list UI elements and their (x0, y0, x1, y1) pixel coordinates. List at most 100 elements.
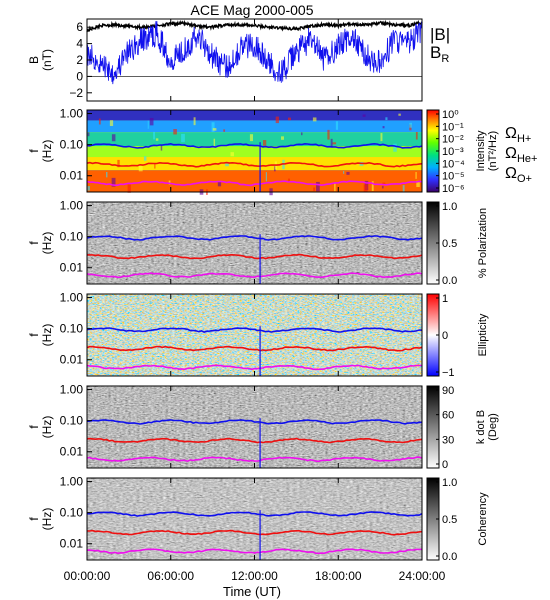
spectrum-speckle (87, 132, 90, 137)
colorbar-tick-label: 90 (442, 385, 454, 397)
spectrum-speckle (138, 164, 143, 172)
spectrum-speckle (371, 181, 374, 191)
spectrum-speckle (105, 172, 108, 178)
gyro-line-O+-panel-5 (86, 456, 423, 463)
spectrum-band-3 (87, 132, 422, 147)
y-tick-label: 1.00 (60, 107, 84, 121)
y-tick-label: 0.01 (60, 537, 84, 551)
colorbar-label-3: % Polarization (477, 208, 489, 278)
x-tick-label: 00:00:00 (64, 569, 111, 583)
y-tick-label: 1.00 (60, 475, 84, 489)
panel-frame-1 (86, 18, 423, 102)
spectrum-speckle (217, 181, 222, 187)
spectrum-speckle (402, 185, 405, 192)
panel-3: 1.00 0.10 0.01 f(Hz) 1.0 0.5 0.0 % Polarization (27, 199, 489, 287)
x-axis-label: Time (UT) (223, 584, 281, 599)
legend-br: BR (430, 43, 449, 65)
colorbar-label-2: Intensity(nT²/Hz) (475, 130, 499, 171)
y-tick-label: 0.10 (60, 414, 84, 428)
x-tick-label: 12:00:00 (231, 569, 278, 583)
noise-texture-6 (87, 478, 422, 560)
spectrum-speckle (147, 120, 149, 129)
gyro-line-He+-panel-5 (86, 437, 423, 444)
colorbar-tick-label: 10⁻⁵ (442, 171, 465, 183)
gyro-line-H+-panel-2 (86, 142, 423, 149)
y-tick-label: 1.00 (60, 291, 84, 305)
colorbar-tick-label: −1 (442, 367, 455, 379)
gyro-line-He+-panel-2 (86, 161, 423, 168)
spectrum-speckle (155, 138, 159, 141)
chart-title: ACE Mag 2000-005 (191, 2, 314, 18)
y-tick-label: 0.10 (60, 230, 84, 244)
spectrum-speckle (265, 172, 268, 182)
panel-1: 6 4 2 0 −2 B(nT) (27, 18, 423, 102)
y-axis-label-5: f(Hz) (27, 416, 54, 439)
panel-2: 1.00 0.10 0.01 f(Hz) 10⁰10⁻¹10⁻²10⁻³10⁻⁴10⁻⁵… (27, 107, 499, 196)
spectrum-speckle (288, 178, 291, 182)
colorbar-tick-label: 10⁻¹ (442, 121, 464, 133)
y-tick-label: 0.01 (60, 169, 84, 183)
spectrum-speckle (385, 117, 388, 121)
spectrum-speckle (415, 131, 418, 140)
y-axis-label-2: f(Hz) (27, 140, 54, 163)
y-tick-label: 0 (76, 69, 83, 83)
spectrum-speckle (332, 142, 337, 145)
series-line-br (86, 21, 423, 85)
colorbar-tick-label: 0.5 (442, 514, 457, 526)
colorbar-tick-label: 10⁻³ (442, 146, 464, 158)
spectrum-speckle (181, 133, 185, 143)
spectrum-speckle (98, 118, 101, 125)
spectrum-speckle (143, 156, 147, 161)
spectrum-speckle (127, 184, 131, 193)
spectrum-speckle (362, 114, 366, 117)
spectrum-speckle (154, 163, 156, 169)
y-tick-label: 6 (76, 20, 83, 34)
legend-omega-he: ΩHe+ (505, 145, 537, 165)
y-tick-label: 0.10 (60, 322, 84, 336)
y-axis-label-3: f(Hz) (27, 232, 54, 255)
spectrum-speckle (346, 171, 350, 175)
y-tick-label: 0.01 (60, 445, 84, 459)
colorbar-tick-label: 0.5 (442, 238, 457, 250)
legend-bmag: |B| (430, 25, 450, 44)
spectrum-speckle (409, 122, 412, 128)
spectrum-speckle (153, 131, 156, 140)
svg-text:BR: BR (430, 43, 449, 65)
colorbar-tick-label: 60 (442, 410, 454, 422)
spectrum-speckle (225, 163, 229, 167)
spectrum-speckle (149, 117, 154, 126)
panel-4: 1.00 0.10 0.01 f(Hz) 1 0 −1 Ellipticity (27, 291, 489, 379)
spectrum-speckle (343, 170, 345, 174)
spectrum-speckle (87, 186, 90, 191)
colorbar-tick-label: 10⁰ (442, 109, 459, 121)
noise-texture-3 (87, 202, 422, 284)
x-tick-label: 06:00:00 (147, 569, 194, 583)
spectrum-speckle (281, 136, 284, 140)
colorbar-tick-label: 10⁻⁶ (442, 183, 465, 195)
y-axis-label-1: B(nT) (27, 49, 54, 71)
spectrum-speckle (111, 134, 116, 142)
colorbar-5 (426, 385, 440, 469)
gyro-line-He+-panel-3 (86, 253, 423, 260)
spectrum-band-5 (87, 157, 422, 171)
colorbar-tick-label: 10⁻⁴ (442, 158, 465, 170)
spectrum-band-6 (87, 170, 422, 192)
colorbar-tick-label: 10⁻² (442, 134, 464, 146)
gyro-line-H+-panel-3 (86, 235, 423, 241)
spectrum-speckle (262, 140, 267, 146)
x-tick-label: 24:00:00 (399, 569, 446, 583)
y-tick-label: 0.01 (60, 353, 84, 367)
spectrum-speckle (334, 183, 336, 192)
spectrum-speckle (301, 132, 303, 136)
gyro-line-He+-panel-6 (87, 529, 423, 536)
y-tick-label: −2 (69, 86, 83, 100)
spectrum-speckle (193, 117, 196, 126)
spectrum-speckle (173, 129, 177, 135)
spectrum-speckle (415, 172, 417, 179)
colorbar-tick-label: 30 (442, 434, 454, 446)
svg-text:ΩO+: ΩO+ (505, 165, 532, 185)
spectrum-speckle (223, 129, 226, 132)
colorbar-tick-label: 0.0 (442, 275, 457, 287)
colorbar-label-5: k dot B(Deg) (475, 410, 499, 444)
